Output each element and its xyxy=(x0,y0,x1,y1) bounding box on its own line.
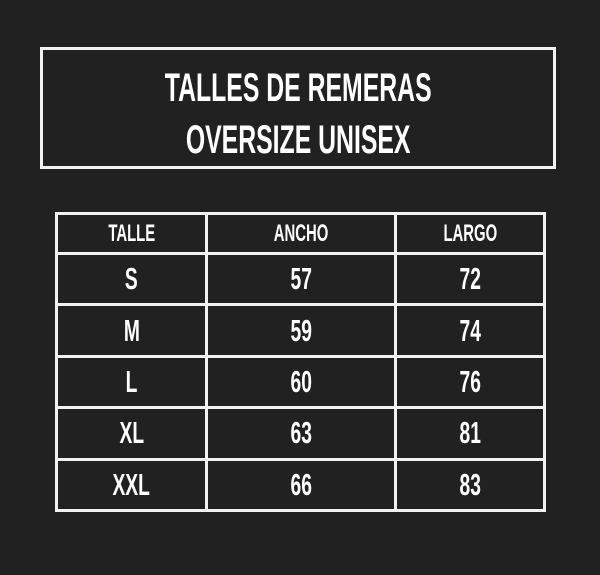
table-header-row: TALLE ANCHO LARGO xyxy=(55,212,546,255)
cell-width: 63 xyxy=(205,406,397,461)
cell-width: 59 xyxy=(205,303,397,358)
cell-size: XL xyxy=(55,406,208,461)
header-talle: TALLE xyxy=(55,212,208,255)
header-ancho: ANCHO xyxy=(205,212,397,255)
cell-width: 66 xyxy=(205,457,397,513)
cell-size: L xyxy=(55,354,208,410)
cell-size: M xyxy=(55,303,208,358)
title-line-1: TALLES DE REMERAS xyxy=(164,66,432,110)
table-row: M 59 74 xyxy=(55,303,546,358)
size-table: TALLE ANCHO LARGO S 57 72 M 59 74 L 60 76 XL 63 81 X… xyxy=(55,212,546,513)
cell-width: 60 xyxy=(205,354,397,410)
cell-length: 74 xyxy=(394,303,546,358)
cell-length: 72 xyxy=(394,251,546,307)
header-largo: LARGO xyxy=(394,212,546,255)
cell-length: 76 xyxy=(394,354,546,410)
table-row: L 60 76 xyxy=(55,354,546,410)
cell-size: XXL xyxy=(55,457,208,513)
cell-size: S xyxy=(55,251,208,307)
table-row: S 57 72 xyxy=(55,251,546,307)
title-box: TALLES DE REMERAS OVERSIZE UNISEX xyxy=(40,47,556,169)
table-row: XXL 66 83 xyxy=(55,457,546,513)
table-row: XL 63 81 xyxy=(55,406,546,461)
title-line-2: OVERSIZE UNISEX xyxy=(185,118,411,162)
cell-length: 83 xyxy=(394,457,546,513)
cell-width: 57 xyxy=(205,251,397,307)
cell-length: 81 xyxy=(394,406,546,461)
